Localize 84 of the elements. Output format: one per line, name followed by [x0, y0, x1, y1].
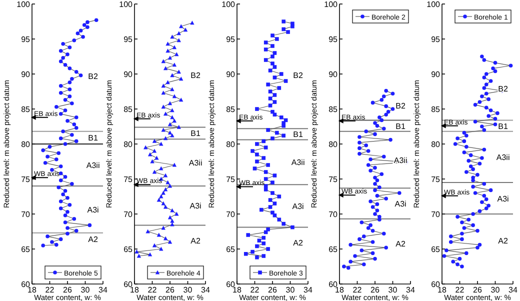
y-tick-label: 100: [16, 0, 31, 9]
y-tick-label: 70: [431, 210, 441, 219]
annotation: B2: [88, 72, 98, 81]
x-tick-label: 30: [286, 286, 296, 294]
y-tick-label: 80: [124, 140, 134, 149]
y-tick-label: 95: [431, 34, 441, 44]
annotation: B1: [498, 122, 508, 131]
y-tick-label: 100: [222, 0, 236, 9]
annotation: A2: [293, 238, 304, 248]
y-tick-label: 65: [226, 244, 236, 254]
annotation: B2: [396, 102, 406, 110]
annotation: B2: [190, 71, 201, 80]
y-tick-label: 75: [328, 174, 338, 184]
x-tick-label: 26: [370, 286, 380, 294]
annotation: B2: [498, 84, 508, 94]
y-tick-label: 80: [431, 140, 441, 149]
x-tick-label: 34: [304, 286, 313, 294]
y-tick-label: 70: [124, 210, 134, 219]
y-tick-label: 95: [124, 34, 134, 44]
x-tick-label: 30: [490, 286, 500, 294]
y-tick-label: 85: [431, 104, 441, 114]
y-tick-label: 70: [226, 210, 236, 219]
y-tick-label: 85: [124, 104, 134, 114]
y-tick-label: 65: [21, 244, 31, 254]
x-tick-label: 30: [80, 286, 90, 294]
annotation: A3i: [190, 202, 202, 211]
annotation: B1: [190, 129, 201, 138]
x-tick-label: 34: [201, 286, 210, 294]
y-tick-label: 75: [124, 174, 134, 184]
annotation: A3ii: [291, 158, 305, 168]
annotation: B1: [88, 134, 98, 143]
y-tick-label: 70: [328, 210, 338, 219]
y-tick-label: 95: [226, 34, 236, 44]
y-tick-label: 65: [431, 244, 441, 254]
y-tick-label: 65: [328, 244, 338, 254]
annotation: B2: [293, 71, 304, 80]
y-tick-label: 75: [226, 174, 236, 184]
y-tick-label: 65: [124, 244, 134, 254]
x-tick-label: 34: [98, 286, 108, 294]
annotation: A3ii: [86, 161, 100, 170]
y-tick-label: 80: [21, 140, 31, 149]
y-tick-label: 70: [21, 210, 31, 219]
x-tick-label: 30: [183, 286, 193, 294]
annotation: A2: [190, 236, 201, 246]
x-tick-label: 34: [406, 286, 416, 294]
y-tick-label: 80: [328, 140, 338, 149]
annotation: A2: [396, 239, 406, 248]
x-tick-label: 26: [166, 286, 175, 294]
y-tick-label: 85: [226, 104, 236, 114]
y-tick-label: 85: [21, 104, 31, 114]
annotation: B1: [293, 130, 304, 140]
annotation: A3ii: [496, 152, 510, 162]
x-tick-label: 22: [250, 286, 260, 294]
y-tick-label: 90: [21, 70, 31, 79]
y-tick-label: 90: [431, 70, 441, 79]
y-tick-label: 85: [328, 104, 338, 114]
x-tick-label: 22: [352, 286, 362, 294]
y-tick-label: 100: [324, 0, 338, 9]
annotation: A2: [498, 236, 508, 246]
x-tick-label: 22: [45, 286, 55, 294]
annotation: A2: [88, 235, 98, 244]
annotation: A3ii: [188, 158, 202, 168]
x-tick-label: 22: [455, 286, 465, 294]
y-tick-label: 90: [328, 70, 338, 79]
x-tick-label: 34: [508, 286, 518, 294]
annotation: A3i: [292, 202, 304, 211]
y-tick-label: 90: [226, 70, 236, 79]
y-tick-label: 90: [124, 70, 134, 79]
y-tick-label: 100: [119, 0, 134, 9]
y-tick-label: 100: [426, 0, 441, 9]
y-tick-label: 95: [21, 34, 31, 44]
annotation: A3i: [87, 205, 100, 214]
y-tick-label: 75: [431, 174, 441, 184]
x-tick-label: 22: [148, 286, 158, 294]
annotation: A3i: [497, 194, 510, 204]
y-tick-label: 95: [328, 34, 338, 44]
x-tick-label: 30: [388, 286, 398, 294]
x-tick-label: 26: [63, 286, 72, 294]
x-tick-label: 26: [473, 286, 482, 294]
y-tick-label: 75: [21, 174, 31, 184]
y-tick-label: 80: [226, 140, 236, 149]
x-tick-label: 26: [268, 286, 278, 294]
annotation: A3i: [394, 200, 407, 208]
annotation: B1: [396, 122, 406, 131]
